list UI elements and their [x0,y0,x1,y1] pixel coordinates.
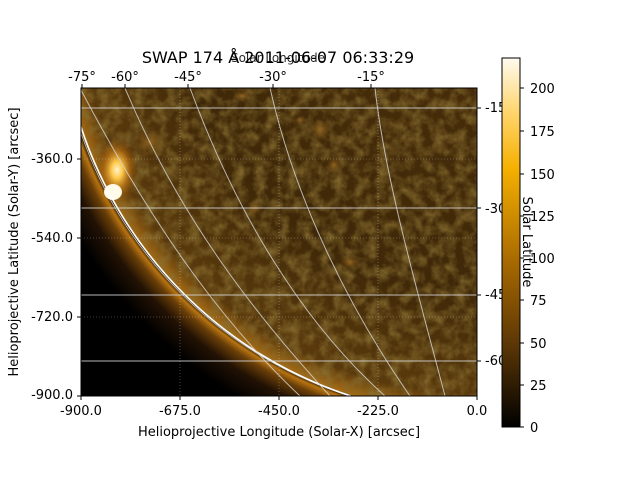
colorbar-tick-label: 100 [530,252,555,267]
right-axis: -15 -30 -45 -60 [477,101,506,369]
colorbar-gradient [501,57,521,428]
x-tick-label: -675.0 [159,404,201,419]
figure-title: SWAP 174 Å 2011-06-07 06:33:29 [142,48,414,67]
y-axis-label: Helioprojective Latitude (Solar-Y) [arcs… [7,107,22,376]
colorbar-tick-label: 200 [530,82,555,97]
y-tick-label: -720.0 [31,310,73,325]
x-axis-label: Helioprojective Longitude (Solar-X) [arc… [138,425,420,440]
overlay-title: Solar Longitude [231,51,325,65]
right-tick-label: -45 [485,288,506,303]
colorbar-tick-label: 125 [530,210,555,225]
y-tick-label: -540.0 [31,231,73,246]
bright-patch [310,118,330,142]
limb-line [81,126,352,396]
colorbar: 0 25 50 75 100 125 150 175 200 Solar Lat… [501,57,555,436]
x-tick-label: -450.0 [258,404,300,419]
right-axis-label: Solar Latitude [519,197,534,288]
right-tick-label: -30 [485,202,506,217]
bright-patch [340,254,360,270]
colorbar-tick-label: 175 [530,125,555,140]
solar-image [81,88,477,396]
colorbar-tick-label: 75 [530,294,547,309]
grid-longitude-lines [81,88,446,396]
top-tick-label: -45° [174,70,202,85]
y-tick-label: -900.0 [31,388,73,403]
right-tick-label: -60 [485,354,506,369]
bright-patch [232,90,252,102]
grid-latitude-lines [81,107,477,362]
x-tick-label: 0.0 [467,404,488,419]
limb-line-inner [81,132,352,396]
top-axis: -75° -60° -45° -30° -15° [68,70,385,88]
y-axis: -360.0 -540.0 -720.0 -900.0 Helioproject… [7,107,81,403]
y-tick-label: -360.0 [31,152,73,167]
x-tick-label: -225.0 [357,404,399,419]
bright-patch [326,155,342,175]
colorbar-tick-label: 0 [530,421,538,436]
colorbar-tick-label: 50 [530,337,547,352]
x-tick-label: -900.0 [60,404,102,419]
top-tick-label: -75° [68,70,96,85]
top-tick-label: -60° [111,70,139,85]
right-tick-label: -15 [485,101,506,116]
x-axis: -900.0 -675.0 -450.0 -225.0 0.0 Heliopro… [60,396,487,440]
top-tick-label: -30° [259,70,287,85]
pixel-gridlines [81,88,477,396]
colorbar-tick-label: 150 [530,168,555,183]
bright-patch [294,115,306,125]
colorbar-tick-label: 25 [530,379,547,394]
top-tick-label: -15° [357,70,385,85]
